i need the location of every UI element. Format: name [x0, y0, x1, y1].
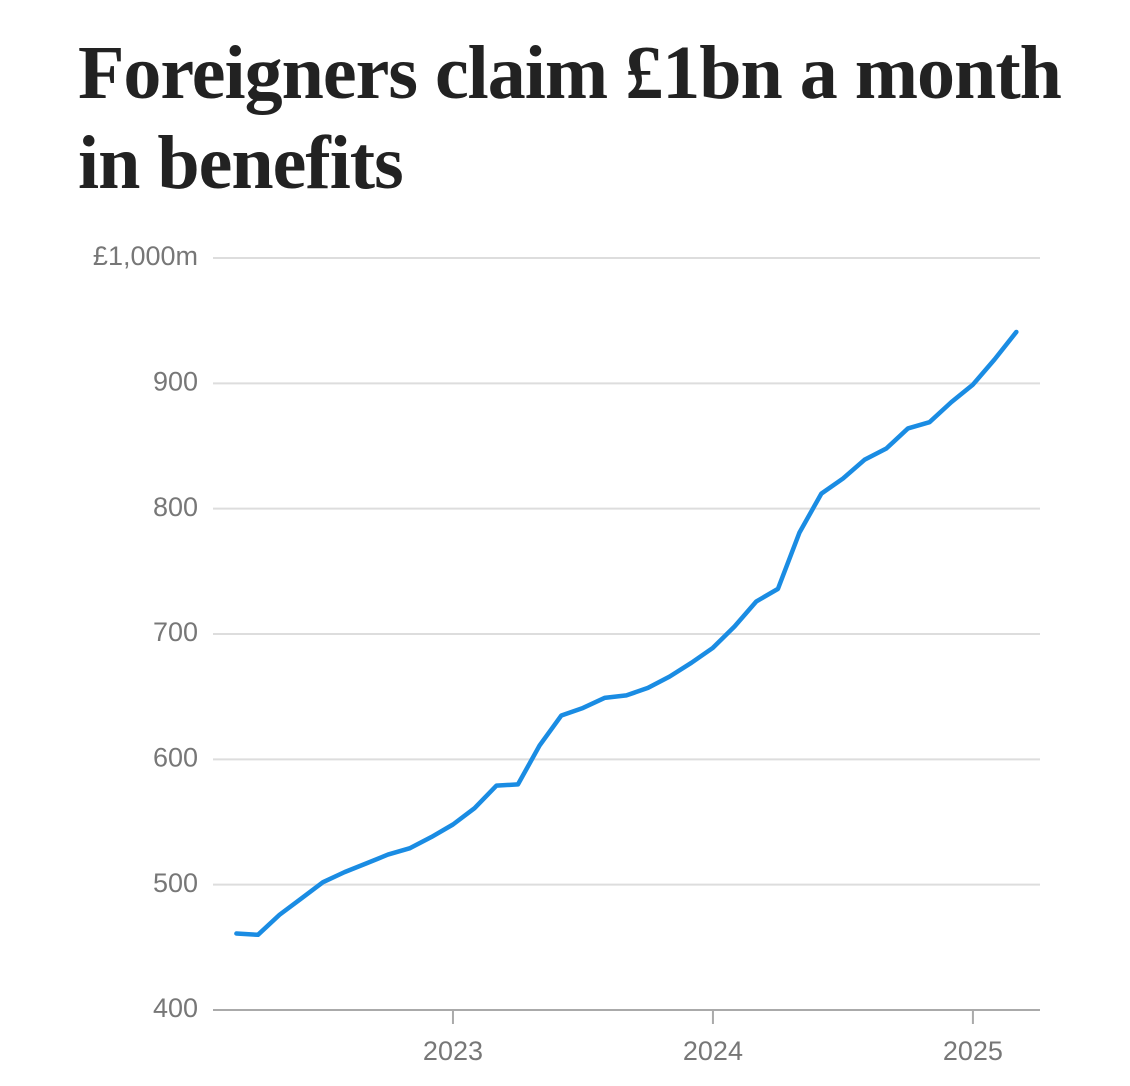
x-tick-label: 2023	[423, 1036, 483, 1066]
y-tick-label: 500	[153, 868, 198, 898]
x-tick-label: 2024	[683, 1036, 743, 1066]
y-tick-label: 900	[153, 366, 198, 396]
y-tick-label: 400	[153, 993, 198, 1023]
y-tick-label: 800	[153, 492, 198, 522]
y-tick-label: £1,000m	[93, 241, 198, 271]
y-tick-label: 700	[153, 617, 198, 647]
data-line	[234, 329, 1019, 938]
y-tick-label: 600	[153, 742, 198, 772]
x-tick-label: 2025	[943, 1036, 1003, 1066]
chart-title: Foreigners claim £1bn a month in benefit…	[78, 31, 1062, 205]
